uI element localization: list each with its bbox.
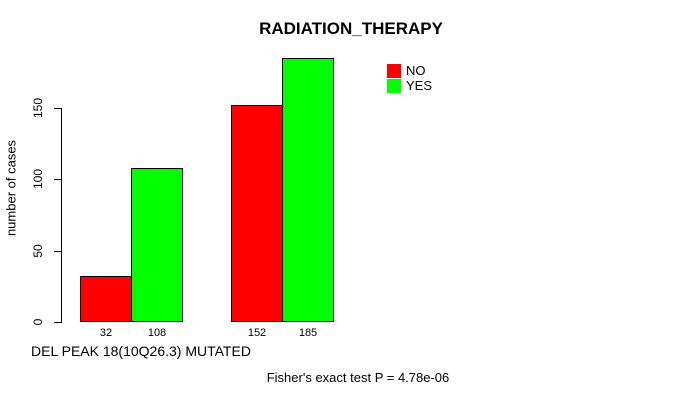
y-tick-label: 150 <box>31 97 45 119</box>
legend-swatch <box>387 64 401 78</box>
bar <box>131 167 183 322</box>
chart-title: RADIATION_THERAPY <box>259 19 443 38</box>
bar-value-label: 32 <box>99 327 113 339</box>
y-tick-label: 100 <box>31 169 45 190</box>
legend-label: YES <box>406 78 433 93</box>
y-tick <box>54 179 61 181</box>
y-tick-label: 50 <box>31 243 45 258</box>
bar-value-label: 108 <box>147 327 167 339</box>
y-axis-label: number of cases <box>3 139 19 237</box>
y-tick <box>54 108 61 109</box>
legend: NO YES <box>387 64 432 93</box>
y-tick <box>54 250 61 252</box>
legend-item: NO <box>387 64 432 78</box>
bar <box>282 58 334 322</box>
legend-swatch <box>387 79 401 93</box>
bar <box>80 276 132 322</box>
bar-value-label: 185 <box>298 327 318 339</box>
y-tick-label: 0 <box>31 318 45 326</box>
y-tick <box>54 322 61 323</box>
legend-label: NO <box>406 63 426 78</box>
legend-item: YES <box>387 79 432 93</box>
bar <box>231 105 283 322</box>
fisher-annotation: Fisher's exact test P = 4.78e-06 <box>266 370 450 385</box>
bar-value-label: 152 <box>247 327 267 339</box>
y-axis-line <box>61 108 62 323</box>
x-axis-label: DEL PEAK 18(10Q26.3) MUTATED <box>31 343 251 359</box>
